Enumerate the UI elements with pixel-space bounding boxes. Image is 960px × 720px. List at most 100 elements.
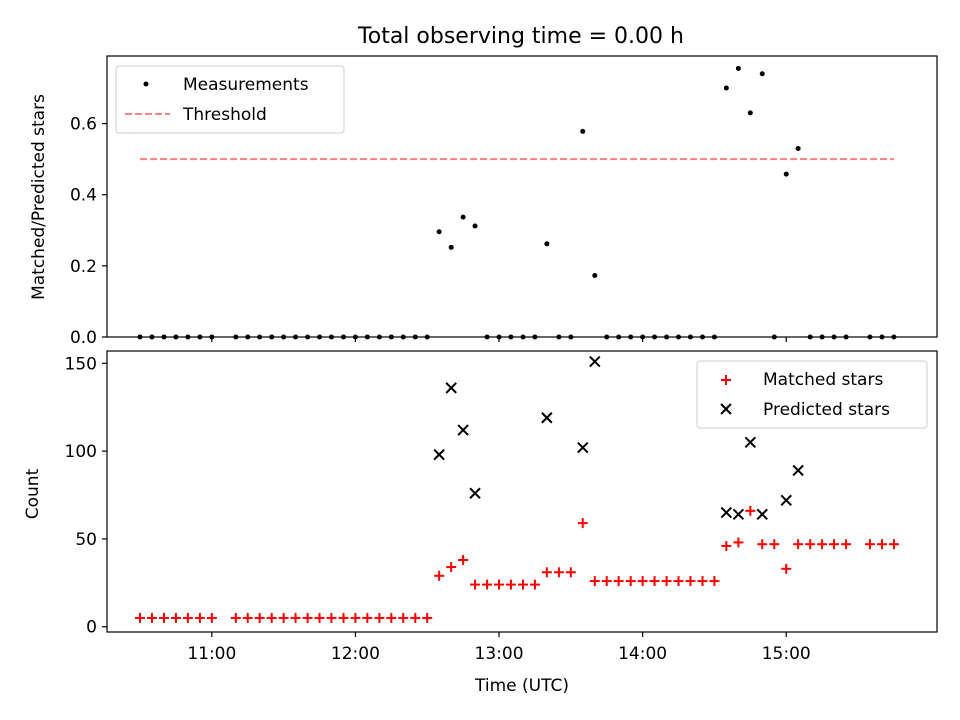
predicted-legend-marker [720, 403, 732, 415]
bottom-y-tick-label: 50 [75, 530, 97, 550]
measurement-point [783, 171, 789, 177]
measurement-point [735, 65, 741, 71]
predicted-stars-point [577, 441, 589, 454]
predicted-stars-point [457, 424, 469, 436]
measurements-legend-marker [143, 81, 149, 87]
matched-stars-point [458, 554, 469, 565]
matched-stars-point [470, 579, 481, 590]
bottom-legend: Matched stars Predicted stars [696, 360, 928, 429]
matched-stars-point [888, 539, 899, 550]
measurements-legend-label: Measurements [183, 75, 309, 95]
matched-stars-point [829, 539, 840, 550]
matched-stars-point [446, 562, 457, 573]
matched-stars-point [434, 570, 445, 581]
matched-stars-point [709, 576, 720, 587]
predicted-stars-point [541, 412, 553, 424]
matched-stars-point [864, 539, 875, 550]
matched-stars-point [266, 612, 277, 623]
matched-stars-point [877, 539, 888, 550]
predicted-stars-point [744, 436, 757, 449]
matched-legend-label: Matched stars [763, 370, 883, 390]
matched-stars-point [505, 579, 516, 590]
matched-stars-point [482, 579, 493, 590]
matched-stars-point [817, 539, 828, 550]
measurement-point [436, 229, 442, 235]
bottom-axis-ticks: 0 50 100 150 11:00 12:00 13:00 14:00 15:00 [65, 354, 811, 664]
matched-stars-point [673, 576, 684, 587]
top-y-axis-label: Matched/Predicted stars [29, 94, 49, 300]
predicted-legend-label: Predicted stars [763, 400, 890, 420]
bottom-axes-frame [106, 350, 938, 633]
matched-stars-point [518, 579, 529, 590]
matched-stars-point [302, 612, 313, 623]
predicted-stars-point [445, 382, 457, 394]
predicted-stars-point [756, 508, 768, 521]
matched-stars-point [242, 612, 253, 623]
matched-stars-point [135, 612, 146, 623]
matched-stars-point [793, 539, 804, 550]
top-axes-frame [106, 55, 938, 338]
matched-stars-point [494, 579, 505, 590]
matched-stars-point [194, 612, 205, 623]
predicted-stars-point [732, 508, 745, 521]
top-legend: Measurements Threshold [115, 65, 345, 134]
matched-stars-point [159, 612, 170, 623]
predicted-stars-point [780, 494, 792, 506]
matched-stars-point [182, 612, 193, 623]
matched-stars-point [290, 612, 301, 623]
matched-stars-point [781, 563, 792, 574]
matched-stars-point [625, 576, 636, 587]
bottom-y-tick-label: 100 [65, 442, 97, 462]
bottom-y-tick-label: 0 [86, 618, 97, 638]
top-legend-box [115, 65, 345, 134]
ratio-panel: Total observing time = 0.00 h Matched/Pr… [29, 24, 938, 348]
measurement-point [544, 241, 550, 247]
measurement-point [460, 214, 466, 220]
matched-stars-point [350, 612, 361, 623]
predicted-stars-point [469, 487, 481, 499]
matched-stars-point [386, 612, 397, 623]
matched-stars-point [565, 567, 576, 578]
matched-stars-point [805, 539, 816, 550]
matched-legend-marker [721, 375, 731, 385]
top-y-tick-label: 0.4 [70, 186, 97, 206]
matched-stars-point [721, 540, 732, 551]
matched-stars-point [170, 612, 181, 623]
bottom-plot-marks [135, 355, 899, 623]
count-panel: Count Time (UTC) 0 50 100 150 11:00 12:00 13:0… [23, 350, 938, 696]
bottom-y-tick-label: 150 [65, 354, 97, 374]
top-axis-ticks: 0.0 0.2 0.4 0.6 [70, 115, 787, 348]
matched-stars-point [745, 505, 756, 516]
predicted-stars-point [792, 464, 804, 477]
matched-stars-point [733, 537, 744, 548]
matched-stars-point [278, 612, 289, 623]
matched-stars-point [422, 612, 433, 623]
matched-stars-point [601, 576, 612, 587]
threshold-legend-label: Threshold [182, 105, 267, 125]
matched-stars-point [757, 539, 768, 550]
matched-stars-point [613, 576, 624, 587]
measurement-point [472, 223, 478, 229]
bottom-x-tick-label: 14:00 [618, 644, 667, 664]
predicted-stars-point [589, 355, 601, 368]
matched-stars-point [589, 576, 600, 587]
predicted-stars-point [433, 448, 445, 461]
measurement-point [723, 85, 729, 91]
matched-stars-point [541, 567, 552, 578]
matched-stars-point [649, 576, 660, 587]
matched-stars-point [697, 576, 708, 587]
measurement-point [747, 110, 753, 116]
matched-stars-point [637, 576, 648, 587]
bottom-x-tick-label: 11:00 [187, 644, 236, 664]
measurement-point [592, 272, 598, 278]
top-y-tick-label: 0.0 [70, 328, 97, 348]
measurement-point [795, 145, 801, 151]
matched-stars-point [326, 612, 337, 623]
matched-stars-point [577, 518, 588, 529]
measurement-point [759, 71, 765, 77]
matched-stars-point [230, 612, 241, 623]
top-y-tick-label: 0.6 [70, 115, 97, 135]
bottom-x-tick-label: 12:00 [331, 644, 380, 664]
bottom-legend-box [696, 360, 928, 429]
